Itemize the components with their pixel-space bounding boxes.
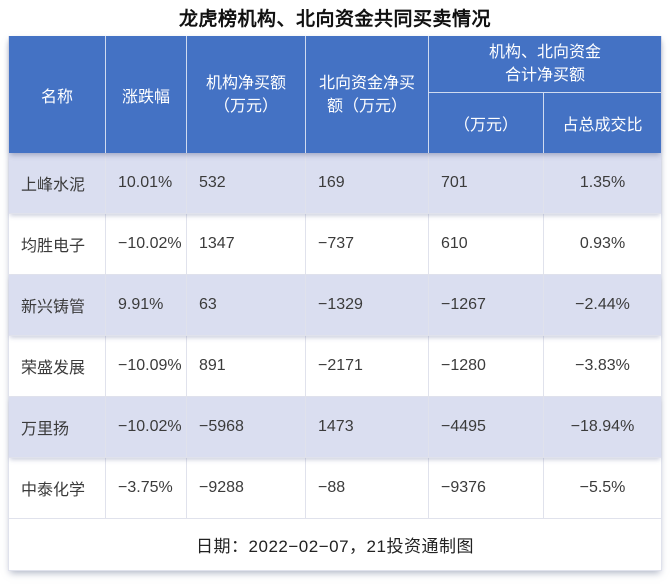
table-row: 万里扬 −10.02% −5968 1473 −4495 −18.94% <box>9 397 661 458</box>
col-group-combined-net-buy: 机构、北向资金 合计净买额 （万元） 占总成交比 <box>429 36 661 153</box>
cell-stock-name: 中泰化学 <box>9 458 106 518</box>
cell-change: −10.02% <box>106 397 187 457</box>
header-label-line: 机构净买额 <box>205 74 286 92</box>
cell-northbound-net-buy: 169 <box>306 153 429 213</box>
footer-text: 日期：2022−02−07，21投资通制图 <box>196 537 474 556</box>
cell-stock-name: 万里扬 <box>9 397 106 457</box>
col-header-name: 名称 <box>9 36 106 153</box>
cell-northbound-net-buy: −1329 <box>306 275 429 335</box>
col-header-northbound-net-buy: 北向资金净买 额（万元） <box>306 36 429 153</box>
data-table: 名称 涨跌幅 机构净买额 （万元） 北向资金净买 额（万元） 机构、北向资金 合… <box>8 36 662 571</box>
cell-institution-net-buy: 1347 <box>187 214 306 274</box>
cell-turnover-ratio: −3.83% <box>575 357 630 374</box>
cell-institution-net-buy: −5968 <box>187 397 306 457</box>
col-header-institution-net-buy: 机构净买额 （万元） <box>187 36 306 153</box>
cell-combined-amount: −9376 <box>429 458 544 518</box>
cell-institution-net-buy: 63 <box>187 275 306 335</box>
header-label-line: （万元） <box>213 97 278 115</box>
col-header-turnover-ratio: 占总成交比 <box>562 117 643 134</box>
cell-turnover-ratio: −5.5% <box>579 479 626 496</box>
cell-northbound-net-buy: −88 <box>306 458 429 518</box>
cell-combined-amount: −4495 <box>429 397 544 457</box>
cell-institution-net-buy: 532 <box>187 153 306 213</box>
header-label-line: 机构、北向资金 <box>488 44 601 61</box>
cell-turnover-ratio: −18.94% <box>570 418 635 435</box>
cell-turnover-ratio: 1.35% <box>579 174 626 191</box>
cell-stock-name: 新兴铸管 <box>9 275 106 335</box>
cell-change: −10.02% <box>106 214 187 274</box>
table-footer: 日期：2022−02−07，21投资通制图 <box>9 519 661 570</box>
col-group-combined-label: 机构、北向资金 合计净买额 <box>429 36 661 93</box>
cell-stock-name: 上峰水泥 <box>9 153 106 213</box>
cell-combined-amount: −1280 <box>429 336 544 396</box>
cell-northbound-net-buy: 1473 <box>306 397 429 457</box>
cell-turnover-ratio: 0.93% <box>579 235 626 252</box>
cell-institution-net-buy: −9288 <box>187 458 306 518</box>
cell-change: −10.09% <box>106 336 187 396</box>
cell-stock-name: 荣盛发展 <box>9 336 106 396</box>
table-row: 新兴铸管 9.91% 63 −1329 −1267 −2.44% <box>9 275 661 336</box>
table-row: 上峰水泥 10.01% 532 169 701 1.35% <box>9 153 661 214</box>
cell-institution-net-buy: 891 <box>187 336 306 396</box>
header-label-line: 北向资金净买 <box>318 74 415 92</box>
col-header-combined-amount: （万元） <box>429 93 544 153</box>
cell-combined-amount: −1267 <box>429 275 544 335</box>
infographic-page: 龙虎榜机构、北向资金共同买卖情况 名称 涨跌幅 机构净买额 （万元） 北向资金净… <box>0 7 670 571</box>
header-label-line: 合计净买额 <box>504 67 585 84</box>
cell-change: 9.91% <box>106 275 187 335</box>
table-row: 中泰化学 −3.75% −9288 −88 −9376 −5.5% <box>9 458 661 519</box>
header-label-line: 额（万元） <box>326 97 407 115</box>
cell-northbound-net-buy: −737 <box>306 214 429 274</box>
cell-change: −3.75% <box>106 458 187 518</box>
page-title: 龙虎榜机构、北向资金共同买卖情况 <box>178 9 491 30</box>
table-row: 均胜电子 −10.02% 1347 −737 610 0.93% <box>9 214 661 275</box>
cell-combined-amount: 610 <box>429 214 544 274</box>
cell-turnover-ratio: −2.44% <box>575 296 630 313</box>
col-group-subheaders: （万元） 占总成交比 <box>429 93 661 153</box>
cell-combined-amount: 701 <box>429 153 544 213</box>
cell-stock-name: 均胜电子 <box>9 214 106 274</box>
table-row: 荣盛发展 −10.09% 891 −2171 −1280 −3.83% <box>9 336 661 397</box>
col-header-change: 涨跌幅 <box>106 36 187 153</box>
cell-northbound-net-buy: −2171 <box>306 336 429 396</box>
table-header: 名称 涨跌幅 机构净买额 （万元） 北向资金净买 额（万元） 机构、北向资金 合… <box>9 36 661 153</box>
cell-change: 10.01% <box>106 153 187 213</box>
